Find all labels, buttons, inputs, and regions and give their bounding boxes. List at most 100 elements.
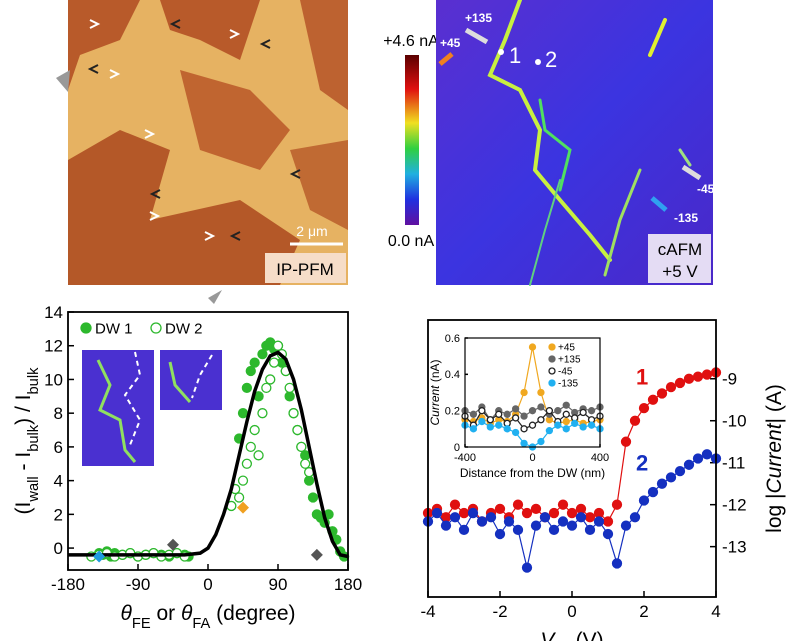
marker <box>296 441 307 453</box>
plot-frame <box>427 319 717 598</box>
y-tick-label: 12 <box>44 337 63 356</box>
marker <box>449 499 461 510</box>
marker <box>237 408 249 419</box>
marker <box>575 503 587 515</box>
marker <box>237 501 249 514</box>
marker <box>440 520 452 531</box>
marker <box>520 425 528 433</box>
marker <box>638 495 650 506</box>
marker <box>249 357 260 368</box>
label-part: (nA) <box>428 359 442 385</box>
marker <box>257 349 268 360</box>
x-tick-label: -90 <box>126 575 151 594</box>
x-tick-label: 180 <box>334 575 362 594</box>
x-tick-label: -4 <box>420 602 435 621</box>
marker <box>272 340 284 351</box>
y-tick-label: 0.6 <box>445 333 460 345</box>
marker <box>530 520 542 531</box>
marker <box>528 407 537 415</box>
pfm-label: IP-PFM <box>276 260 334 279</box>
x-tick-label: 400 <box>591 452 609 464</box>
label-part: bulk <box>26 367 42 395</box>
marker <box>494 528 506 540</box>
marker <box>486 423 494 431</box>
axis-label: Vtip (V) <box>540 629 603 641</box>
legend-label: -45 <box>558 367 573 378</box>
marker <box>528 421 537 429</box>
marker <box>545 407 554 415</box>
label-part: or <box>151 602 181 625</box>
marker <box>566 507 578 519</box>
marker <box>611 499 623 510</box>
marker <box>602 516 614 527</box>
marker <box>261 382 272 394</box>
marker <box>467 507 479 519</box>
marker <box>300 458 311 469</box>
marker <box>494 503 506 515</box>
marker <box>237 475 249 486</box>
y-tick-label: -13 <box>722 538 747 557</box>
marker <box>665 382 677 393</box>
legend-label: DW 2 <box>165 320 203 337</box>
legend-label: +45 <box>558 343 575 354</box>
marker <box>478 407 486 415</box>
marker <box>485 512 497 523</box>
marker <box>503 516 515 527</box>
y-tick-label: 10 <box>44 370 63 389</box>
label-part: ) / I <box>12 395 35 425</box>
x-tick-label: -2 <box>492 602 507 621</box>
y-tick-label: 0 <box>454 442 460 454</box>
y-tick-label: -9 <box>722 370 737 389</box>
plot-frame <box>67 311 349 571</box>
marker <box>511 428 520 437</box>
x-tick-label: 90 <box>269 575 288 594</box>
label-part: Current <box>428 385 442 426</box>
series-line <box>68 350 349 559</box>
label-part: log | <box>763 494 786 533</box>
marker <box>692 371 704 382</box>
marker <box>511 414 520 422</box>
marker <box>562 401 570 409</box>
marker <box>562 417 570 426</box>
marker <box>545 426 554 435</box>
legend-label: DW 1 <box>95 320 133 337</box>
marker <box>486 416 494 424</box>
marker <box>449 512 461 523</box>
marker <box>674 465 686 477</box>
marker <box>537 388 545 397</box>
legend-marker <box>548 355 556 363</box>
marker <box>566 520 578 531</box>
pfm-image: 2 μm IP-PFM <box>56 0 348 304</box>
marker <box>520 412 528 420</box>
marker <box>584 524 596 535</box>
marker <box>701 449 713 460</box>
axis-label: Current (nA) <box>428 359 442 425</box>
y-tick-label: 2 <box>54 505 63 524</box>
marker <box>292 424 303 436</box>
marker <box>579 408 587 417</box>
colorbar: +4.6 nA 0.0 nA <box>383 33 439 250</box>
marker <box>495 421 503 429</box>
label-part: | (A) <box>763 384 786 423</box>
marker <box>629 415 641 426</box>
inset-images <box>82 350 222 466</box>
y-tick-label: -12 <box>722 496 747 515</box>
point-label: 2 <box>545 47 557 72</box>
marker <box>257 408 268 419</box>
colorbar-min: 0.0 nA <box>388 233 435 250</box>
angle-label: -45 <box>697 182 715 196</box>
marker <box>520 439 528 448</box>
marker <box>683 459 695 470</box>
marker <box>284 382 295 394</box>
marker <box>638 402 650 414</box>
marker <box>469 410 478 418</box>
marker <box>520 388 528 397</box>
x-axis-label: Distance from the DW (nm) <box>460 466 605 480</box>
legend-marker <box>548 343 556 351</box>
label-part: (degree) <box>210 602 295 625</box>
label-part: FA <box>192 616 210 632</box>
series-label: 1 <box>636 364 648 389</box>
label-part: - I <box>12 452 35 477</box>
